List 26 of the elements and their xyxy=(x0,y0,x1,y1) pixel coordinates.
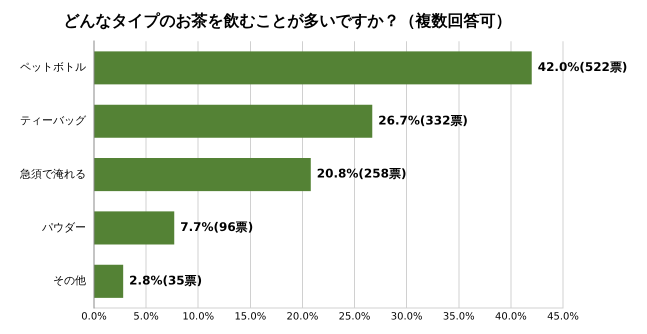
x-tick-label: 30.0% xyxy=(390,312,423,323)
y-tick-label: ティーバッグ xyxy=(20,114,87,128)
data-label: 42.0%(522票) xyxy=(538,60,628,74)
x-tick-label: 35.0% xyxy=(442,312,475,323)
data-label: 2.8%(35票) xyxy=(129,273,202,288)
data-label: 20.8%(258票) xyxy=(316,166,406,181)
data-label: 26.7%(332票) xyxy=(378,113,468,128)
x-tick-label: 10.0% xyxy=(182,312,214,323)
x-tick-label: 40.0% xyxy=(495,312,527,323)
bar xyxy=(94,51,532,84)
chart-title: どんなタイプのお茶を飲むことが多いですか？（複数回答可） xyxy=(64,10,512,30)
bar xyxy=(94,158,311,192)
y-tick-label: パウダー xyxy=(41,220,86,234)
bar xyxy=(94,264,124,298)
x-tick-label: 25.0% xyxy=(338,312,370,323)
y-tick-label: 急須で淹れる xyxy=(19,167,86,180)
y-tick-label: ペットボトル xyxy=(20,60,86,74)
y-tick-label: その他 xyxy=(53,274,86,288)
x-tick-label: 45.0% xyxy=(547,312,579,323)
data-label: 7.7%(96票) xyxy=(180,220,254,234)
bar xyxy=(94,104,372,138)
bar xyxy=(94,211,174,244)
x-tick-label: 5.0% xyxy=(133,312,159,323)
x-tick-label: 0.0% xyxy=(81,312,107,323)
x-tick-label: 20.0% xyxy=(286,312,318,323)
x-tick-label: 15.0% xyxy=(234,312,266,323)
